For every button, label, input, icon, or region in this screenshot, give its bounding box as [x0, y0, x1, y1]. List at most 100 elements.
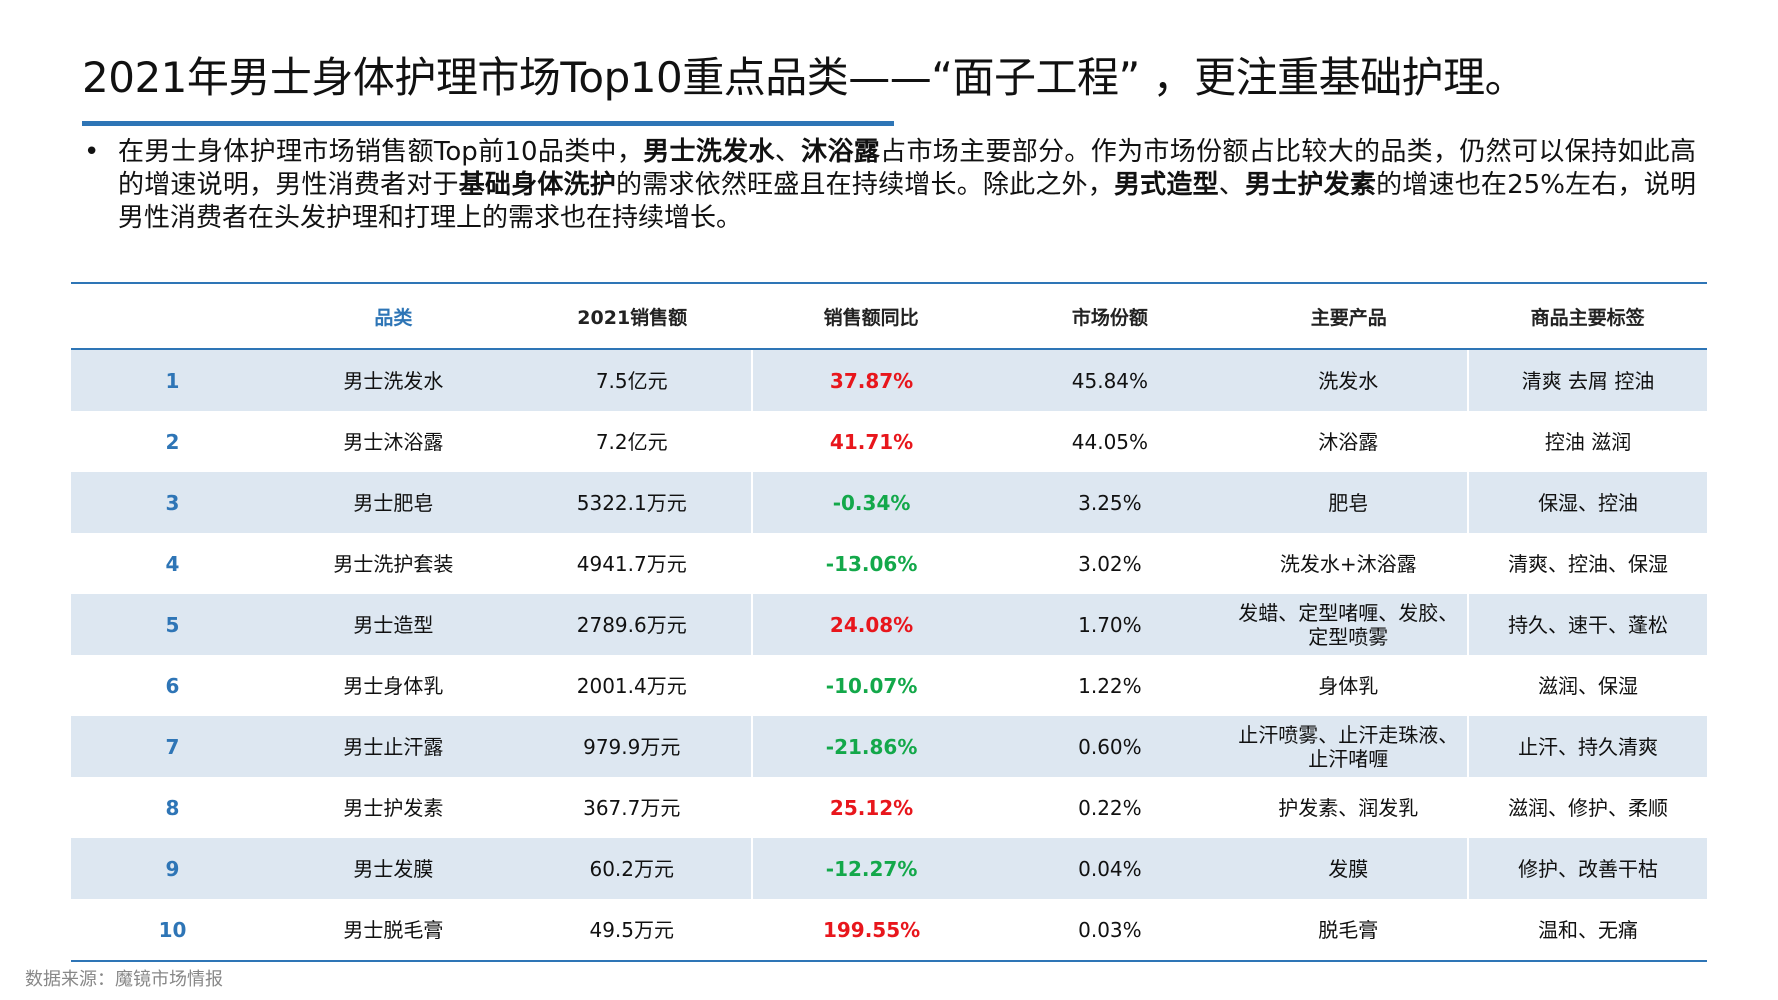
header-cell: 市场份额 — [990, 282, 1230, 350]
source: 数据来源：魔镜市场情报 — [25, 969, 223, 990]
table-cell: 199.55% — [751, 899, 991, 962]
bullet-segment: 的增速也在25%左右，说明男性消费者在头发护理和打理上的需求也在持续增长。 — [118, 170, 1696, 233]
table-cell: 清爽 去屑 控油 — [1468, 349, 1707, 411]
table-row: 4 男士洗护套装 4941.7万元 -13.06% 3.02% 洗发水+沐浴露 清爽、控油、… — [71, 533, 1707, 594]
table-row: 8 男士护发素 367.7万元 25.12% 0.22% 护发素、润发乳 滋润、修护、柔顺 — [71, 777, 1707, 838]
table-cell: 2789.6万元 — [512, 594, 753, 655]
table-cell: -10.07% — [825, 673, 918, 698]
header-cell: 2021销售额 — [512, 282, 752, 350]
table-cell: 44.05% — [1071, 429, 1149, 454]
bullet-segment: 、 — [774, 137, 802, 167]
bullet-segment: 的需求依然旺盛且在持续增长。除此之外， — [615, 170, 1114, 200]
table-cell: 发膜 — [1229, 838, 1470, 899]
table-row: 1 男士洗发水 7.5亿元 37.87% 45.84% 洗发水 清爽 去屑 控油 — [71, 349, 1707, 411]
table-cell: -12.27% — [751, 838, 991, 899]
table-cell: 1.22% — [1078, 673, 1142, 698]
table-cell: 9 — [71, 838, 274, 899]
table-row: 6 男士身体乳 2001.4万元 -10.07% 1.22% 身体乳 滋润、保湿 — [71, 655, 1707, 716]
table-cell: 7.2亿元 — [512, 411, 753, 472]
table-cell: 修护、改善干枯 — [1468, 838, 1707, 899]
table-cell: 男士止汗露 — [274, 716, 513, 777]
table-cell: 0.04% — [990, 838, 1230, 899]
header-cell: 主要产品 — [1229, 282, 1469, 350]
table-cell: 持久、速干、蓬松 — [1468, 594, 1707, 655]
table-cell: 滋润、修护、柔顺 — [1508, 795, 1669, 820]
table-cell: 6 — [165, 673, 180, 698]
table-cell: 男士洗护套装 — [333, 551, 454, 576]
table-cell: 温和、无痛 — [1468, 899, 1707, 962]
table-cell: 护发素、润发乳 — [1229, 777, 1470, 838]
bullet-segment: 男式造型 — [1113, 170, 1219, 200]
table-cell: -0.34% — [751, 472, 991, 533]
table-cell: 男士发膜 — [274, 838, 513, 899]
table-cell: 2001.4万元 — [512, 655, 753, 716]
table-cell: 止汗喷雾、止汗走珠液、止汗啫喱 — [1229, 716, 1470, 777]
bullet-text: 在男士身体护理市场销售额Top前10品类中，男士洗发水、沐浴露占市场主要部分。作… — [118, 136, 1696, 235]
table-cell: 肥皂 — [1229, 472, 1470, 533]
table-cell: 控油 滋润 — [1544, 429, 1632, 454]
table: 品类 2021销售额 销售额同比 市场份额 主要产品 商品主要标签 1 男士洗发水 7.5亿元… — [71, 282, 1707, 962]
table-cell: 洗发水 — [1229, 349, 1470, 411]
table-cell: 60.2万元 — [512, 838, 753, 899]
bullet-dot: • — [84, 137, 100, 167]
table-row: 5 男士造型 2789.6万元 24.08% 1.70% 发蜡、定型啫喱、发胶、定型喷雾持… — [71, 594, 1707, 655]
table-cell: 0.60% — [990, 716, 1230, 777]
table-cell: 3 — [71, 472, 274, 533]
table-cell: 清爽、控油、保湿 — [1508, 551, 1669, 576]
table-cell: 7 — [71, 716, 274, 777]
bullet-segment: 基础身体洗护 — [458, 170, 616, 200]
bullet-segment: 、 — [1218, 170, 1246, 200]
bullet-segment: 男士洗发水 — [643, 137, 775, 167]
table-cell: 脱毛膏 — [1229, 899, 1470, 962]
title: 2021年男士身体护理市场Top10重点品类——“面子工程” ，更注重基础护理。 — [82, 53, 1527, 102]
table-cell: 7.5亿元 — [512, 349, 753, 411]
table-cell: 男士脱毛膏 — [274, 899, 513, 962]
table-cell: 男士造型 — [274, 594, 513, 655]
bullet-segment: 在男士身体护理市场销售额Top前10品类中， — [118, 137, 644, 167]
table-cell: 保湿、控油 — [1468, 472, 1707, 533]
table-cell: 止汗、持久清爽 — [1468, 716, 1707, 777]
table-cell: 37.87% — [751, 349, 991, 411]
table-cell: -13.06% — [825, 551, 918, 576]
table-cell: 身体乳 — [1229, 655, 1470, 716]
table-cell: 3.02% — [1078, 551, 1142, 576]
table-row: 3 男士肥皂 5322.1万元 -0.34% 3.25% 肥皂 保湿、控油 — [71, 472, 1707, 533]
table-cell: 49.5万元 — [512, 899, 753, 962]
bullet-segment: 男士护发素 — [1245, 170, 1377, 200]
table-cell: 25.12% — [829, 795, 914, 820]
table-cell: 5322.1万元 — [512, 472, 753, 533]
bullet: • 在男士身体护理市场销售额Top前10品类中，男士洗发水、沐浴露占市场主要部分。… — [84, 136, 1696, 235]
table-cell: 41.71% — [829, 429, 914, 454]
table-row: 10 男士脱毛膏 49.5万元 199.55% 0.03% 脱毛膏 温和、无痛 — [71, 899, 1707, 962]
table-cell: 滋润、保湿 — [1538, 673, 1639, 698]
table-cell: 发蜡、定型啫喱、发胶、定型喷雾 — [1229, 594, 1470, 655]
table-cell: 男士肥皂 — [274, 472, 513, 533]
title-underline — [82, 121, 894, 126]
table-cell: 979.9万元 — [512, 716, 753, 777]
table-cell: 8 — [165, 795, 180, 820]
table-cell: 0.03% — [990, 899, 1230, 962]
table-cell: 2 — [165, 429, 180, 454]
header-row: 品类 2021销售额 销售额同比 市场份额 主要产品 商品主要标签 — [71, 282, 1707, 350]
table-cell: 4 — [165, 551, 180, 576]
table-cell: 5 — [71, 594, 274, 655]
table-cell: 3.25% — [990, 472, 1230, 533]
table-cell: -21.86% — [751, 716, 991, 777]
table-cell: 45.84% — [990, 349, 1230, 411]
header-cell — [71, 282, 274, 350]
bullet-segment: 沐浴露 — [801, 137, 881, 167]
header-cell: 商品主要标签 — [1468, 282, 1707, 350]
table-cell: 367.7万元 — [512, 777, 753, 838]
table-row: 2 男士沐浴露 7.2亿元 41.71% 44.05% 沐浴露 控油 滋润 — [71, 411, 1707, 472]
header-cell: 品类 — [274, 282, 513, 350]
table-cell: 10 — [71, 899, 274, 962]
table-cell: 男士洗发水 — [274, 349, 513, 411]
table-cell: 洗发水+沐浴露 — [1229, 533, 1470, 594]
table-row: 9 男士发膜 60.2万元 -12.27% 0.04% 发膜 修护、改善干枯 — [71, 838, 1707, 899]
table-cell: 1.70% — [990, 594, 1230, 655]
table-cell: 男士身体乳 — [343, 673, 444, 698]
table-cell: 4941.7万元 — [512, 533, 753, 594]
table-cell: 沐浴露 — [1229, 411, 1470, 472]
table-cell: 男士沐浴露 — [343, 429, 444, 454]
